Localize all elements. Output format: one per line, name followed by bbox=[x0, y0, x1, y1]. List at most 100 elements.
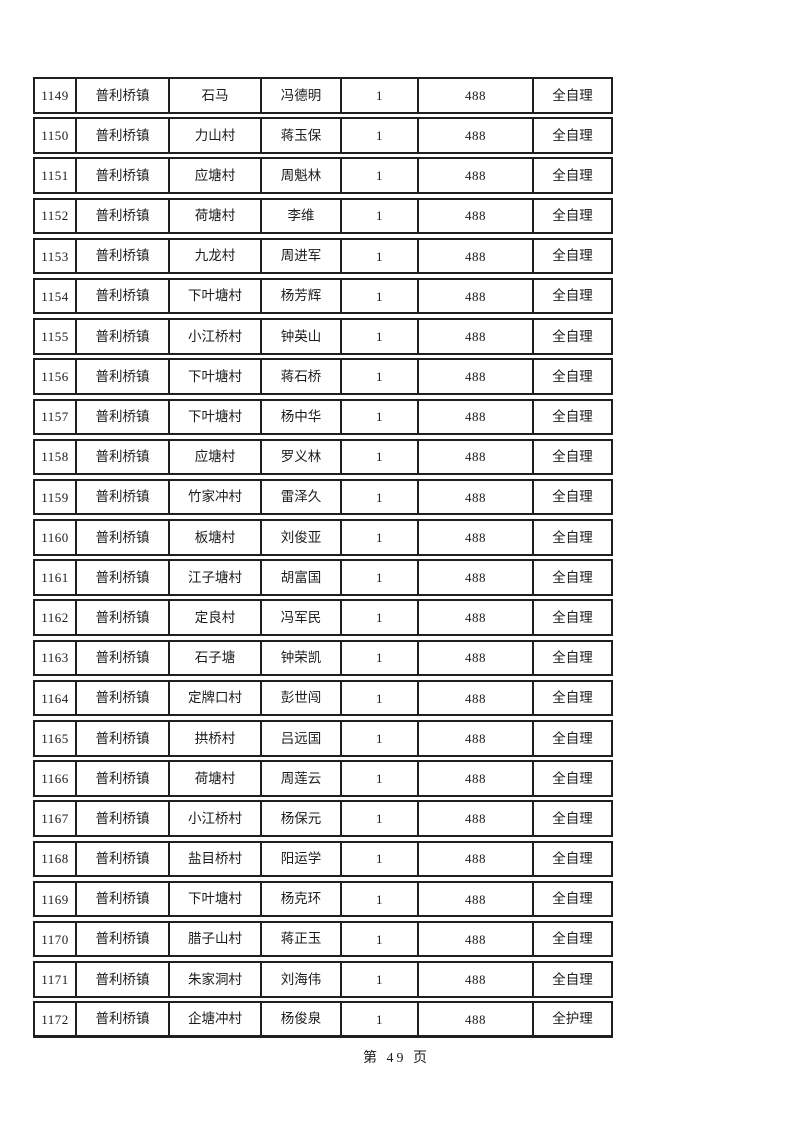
table-row: 1159 普利桥镇 竹家冲村 雷泽久 1 488 全自理 bbox=[33, 478, 613, 516]
cell-person-name: 蒋玉保 bbox=[260, 119, 340, 152]
cell-village: 朱家洞村 bbox=[168, 963, 260, 996]
cell-count: 1 bbox=[340, 922, 417, 956]
cell-village: 九龙村 bbox=[168, 239, 260, 273]
cell-sequence-number: 1150 bbox=[41, 127, 69, 143]
cell-sequence-number: 1171 bbox=[41, 971, 69, 987]
cell-person-name: 罗义林 bbox=[260, 440, 340, 474]
cell-count: 1 bbox=[340, 159, 417, 192]
cell-amount: 488 bbox=[417, 561, 532, 594]
cell-sequence-number: 1169 bbox=[41, 891, 69, 907]
cell-village: 板塘村 bbox=[168, 521, 260, 554]
cell-person-name: 杨俊泉 bbox=[260, 1003, 340, 1035]
cell-person-name: 彭世闯 bbox=[260, 681, 340, 715]
cell-care-level: 全自理 bbox=[532, 882, 611, 916]
cell-amount: 488 bbox=[417, 199, 532, 233]
table-row: 1150 普利桥镇 力山村 蒋玉保 1 488 全自理 bbox=[33, 117, 613, 154]
cell-town: 普利桥镇 bbox=[75, 963, 168, 996]
cell-village: 力山村 bbox=[168, 119, 260, 152]
cell-count: 1 bbox=[340, 279, 417, 313]
table-row: 1171 普利桥镇 朱家洞村 刘海伟 1 488 全自理 bbox=[33, 961, 613, 998]
cell-town: 普利桥镇 bbox=[75, 440, 168, 474]
table-row: 1166 普利桥镇 荷塘村 周莲云 1 488 全自理 bbox=[33, 760, 613, 797]
cell-sequence-number: 1172 bbox=[41, 1011, 69, 1027]
cell-count: 1 bbox=[340, 601, 417, 634]
cell-town: 普利桥镇 bbox=[75, 802, 168, 835]
table-row: 1165 普利桥镇 拱桥村 吕远国 1 488 全自理 bbox=[33, 720, 613, 757]
cell-care-level: 全自理 bbox=[532, 802, 611, 835]
cell-amount: 488 bbox=[417, 79, 532, 112]
cell-person-name: 冯军民 bbox=[260, 601, 340, 634]
cell-person-name: 冯德明 bbox=[260, 79, 340, 112]
cell-town: 普利桥镇 bbox=[75, 922, 168, 956]
cell-care-level: 全护理 bbox=[532, 1003, 611, 1035]
cell-person-name: 刘俊亚 bbox=[260, 521, 340, 554]
cell-amount: 488 bbox=[417, 159, 532, 192]
cell-town: 普利桥镇 bbox=[75, 480, 168, 514]
cell-person-name: 雷泽久 bbox=[260, 480, 340, 514]
table-row: 1162 普利桥镇 定良村 冯军民 1 488 全自理 bbox=[33, 599, 613, 636]
cell-sequence-number: 1162 bbox=[41, 610, 69, 626]
cell-village: 企塘冲村 bbox=[168, 1003, 260, 1035]
cell-amount: 488 bbox=[417, 882, 532, 916]
cell-care-level: 全自理 bbox=[532, 199, 611, 233]
cell-sequence-number: 1161 bbox=[41, 570, 69, 585]
cell-care-level: 全自理 bbox=[532, 963, 611, 996]
cell-count: 1 bbox=[340, 963, 417, 996]
table-row: 1164 普利桥镇 定牌口村 彭世闯 1 488 全自理 bbox=[33, 679, 613, 717]
cell-amount: 488 bbox=[417, 360, 532, 393]
cell-person-name: 蒋正玉 bbox=[260, 922, 340, 956]
cell-care-level: 全自理 bbox=[532, 480, 611, 514]
cell-count: 1 bbox=[340, 360, 417, 393]
cell-sequence-number: 1164 bbox=[41, 690, 69, 706]
cell-care-level: 全自理 bbox=[532, 762, 611, 795]
cell-town: 普利桥镇 bbox=[75, 199, 168, 233]
cell-person-name: 杨芳辉 bbox=[260, 279, 340, 313]
cell-amount: 488 bbox=[417, 842, 532, 876]
table-row: 1161 普利桥镇 江子塘村 胡富国 1 488 全自理 bbox=[33, 559, 613, 596]
cell-care-level: 全自理 bbox=[532, 681, 611, 715]
table-row: 1172 普利桥镇 企塘冲村 杨俊泉 1 488 全护理 bbox=[33, 1001, 613, 1038]
cell-village: 下叶塘村 bbox=[168, 882, 260, 916]
cell-village: 竹家冲村 bbox=[168, 480, 260, 514]
table-row: 1167 普利桥镇 小江桥村 杨保元 1 488 全自理 bbox=[33, 800, 613, 837]
table-row: 1151 普利桥镇 应塘村 周魁林 1 488 全自理 bbox=[33, 157, 613, 194]
cell-care-level: 全自理 bbox=[532, 239, 611, 273]
cell-village: 荷塘村 bbox=[168, 199, 260, 233]
cell-person-name: 钟英山 bbox=[260, 320, 340, 353]
cell-person-name: 钟荣凯 bbox=[260, 641, 340, 675]
cell-town: 普利桥镇 bbox=[75, 842, 168, 876]
cell-count: 1 bbox=[340, 79, 417, 112]
table-row: 1163 普利桥镇 石子塘 钟荣凯 1 488 全自理 bbox=[33, 639, 613, 677]
table-row: 1169 普利桥镇 下叶塘村 杨克环 1 488 全自理 bbox=[33, 880, 613, 918]
cell-amount: 488 bbox=[417, 440, 532, 474]
cell-village: 定良村 bbox=[168, 601, 260, 634]
cell-town: 普利桥镇 bbox=[75, 521, 168, 554]
cell-count: 1 bbox=[340, 681, 417, 715]
cell-person-name: 杨中华 bbox=[260, 400, 340, 433]
cell-count: 1 bbox=[340, 320, 417, 353]
cell-amount: 488 bbox=[417, 119, 532, 152]
table-row: 1160 普利桥镇 板塘村 刘俊亚 1 488 全自理 bbox=[33, 519, 613, 556]
cell-amount: 488 bbox=[417, 400, 532, 433]
cell-person-name: 李维 bbox=[260, 199, 340, 233]
cell-care-level: 全自理 bbox=[532, 400, 611, 433]
cell-sequence-number: 1152 bbox=[41, 208, 69, 224]
cell-town: 普利桥镇 bbox=[75, 320, 168, 353]
cell-village: 下叶塘村 bbox=[168, 360, 260, 393]
cell-person-name: 吕远国 bbox=[260, 722, 340, 755]
cell-town: 普利桥镇 bbox=[75, 1003, 168, 1035]
cell-amount: 488 bbox=[417, 521, 532, 554]
cell-care-level: 全自理 bbox=[532, 722, 611, 755]
page-number: 第 49 页 bbox=[363, 1051, 430, 1066]
cell-care-level: 全自理 bbox=[532, 159, 611, 192]
table-row: 1170 普利桥镇 腊子山村 蒋正玉 1 488 全自理 bbox=[33, 920, 613, 958]
cell-sequence-number: 1154 bbox=[41, 288, 69, 304]
cell-count: 1 bbox=[340, 239, 417, 273]
cell-count: 1 bbox=[340, 521, 417, 554]
cell-town: 普利桥镇 bbox=[75, 400, 168, 433]
cell-count: 1 bbox=[340, 641, 417, 675]
cell-town: 普利桥镇 bbox=[75, 762, 168, 795]
cell-sequence-number: 1168 bbox=[41, 851, 69, 867]
cell-sequence-number: 1158 bbox=[41, 449, 69, 465]
